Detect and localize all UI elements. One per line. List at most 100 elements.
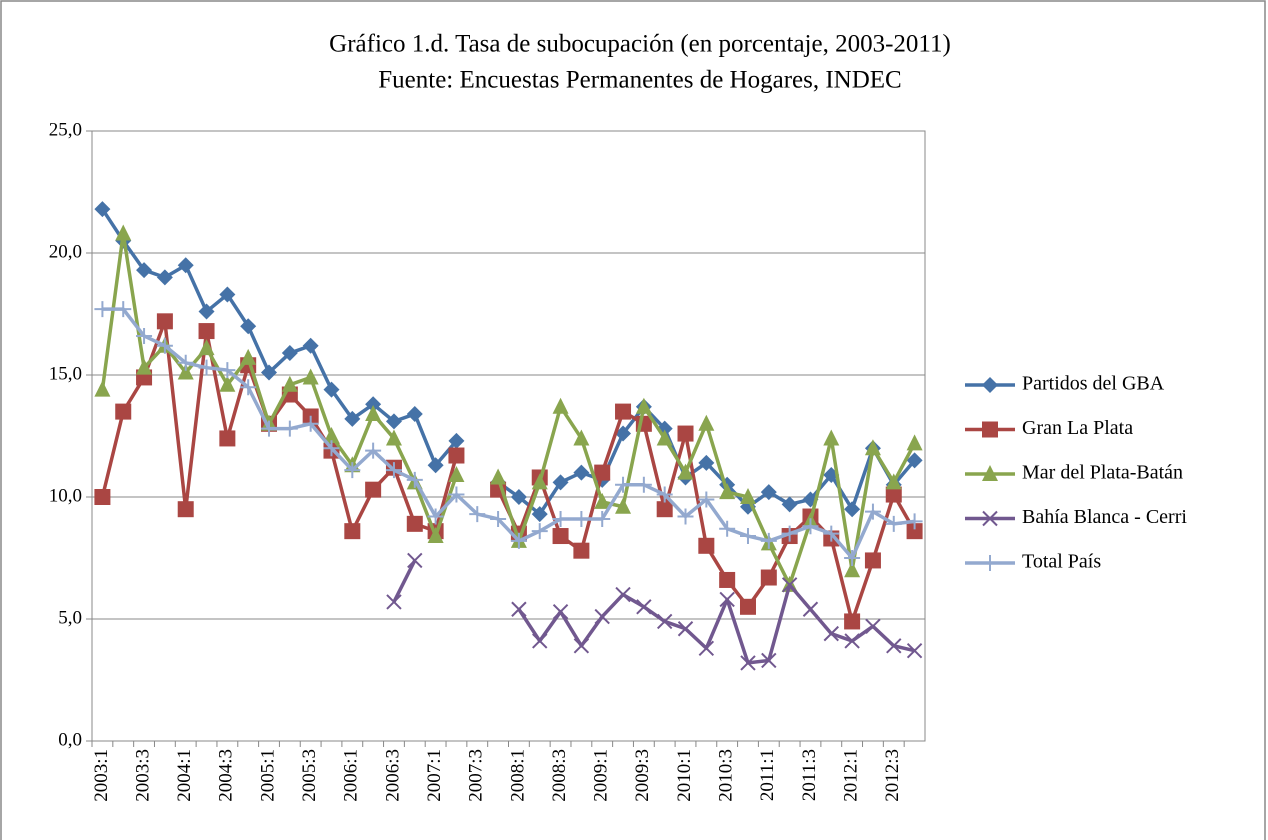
point: [427, 527, 444, 544]
point: [844, 501, 861, 518]
point: [281, 375, 298, 392]
point: [406, 515, 423, 532]
point: [344, 462, 361, 479]
point: [365, 396, 382, 413]
point: [240, 348, 257, 365]
point: [344, 410, 361, 427]
point: [448, 447, 465, 464]
point: [982, 465, 998, 481]
x-tick-label: 2010:3: [716, 749, 737, 802]
point: [94, 301, 111, 318]
point: [385, 429, 402, 446]
point: [698, 414, 715, 431]
y-tick-label: 15,0: [49, 363, 82, 384]
y-tick-label: 5,0: [58, 607, 82, 628]
point: [886, 638, 902, 654]
point: [982, 421, 998, 438]
point: [177, 257, 194, 274]
point: [198, 303, 215, 320]
x-tick-label: 2011:1: [757, 749, 778, 801]
point: [760, 532, 777, 549]
point: [510, 489, 527, 505]
point: [594, 510, 611, 527]
x-tick-label: 2008:3: [549, 749, 570, 802]
point: [823, 625, 839, 642]
y-tick-label: 10,0: [49, 485, 82, 506]
point: [844, 550, 861, 566]
x-tick-label: 2012:3: [882, 749, 903, 802]
point: [136, 262, 153, 279]
point: [323, 381, 340, 398]
point: [448, 466, 465, 483]
point: [406, 471, 423, 488]
point: [906, 513, 923, 530]
point: [906, 452, 923, 469]
plot-area: [91, 130, 926, 742]
point: [94, 201, 111, 218]
x-tick-label: 2009:1: [591, 749, 612, 802]
x-tick-label: 2009:3: [632, 749, 653, 802]
point: [594, 464, 611, 481]
x-tick-label: 2005:3: [299, 749, 320, 802]
point: [677, 463, 694, 480]
point: [982, 555, 998, 571]
y-tick-label: 25,0: [49, 119, 82, 140]
legend-label: Gran La Plata: [1022, 417, 1133, 439]
x-tick-label: 2006:3: [382, 749, 403, 802]
point: [219, 375, 236, 392]
point: [656, 429, 673, 446]
point: [385, 462, 402, 479]
point: [552, 510, 569, 527]
point: [115, 224, 132, 241]
point: [323, 440, 340, 457]
point: [760, 484, 777, 501]
point: [427, 508, 444, 525]
point: [406, 406, 423, 423]
point: [156, 313, 173, 330]
point: [844, 633, 860, 649]
point: [281, 345, 298, 362]
point: [885, 515, 902, 532]
point: [802, 518, 819, 535]
point: [219, 362, 236, 379]
point: [739, 488, 756, 504]
point: [698, 491, 715, 508]
point: [740, 655, 756, 671]
x-tick-label: 2008:1: [507, 749, 528, 802]
x-tick-label: 2003:3: [132, 749, 153, 802]
point: [240, 379, 257, 396]
point: [177, 354, 194, 371]
point: [552, 603, 569, 620]
point: [219, 430, 236, 447]
point: [177, 363, 194, 380]
point: [490, 510, 507, 527]
point: [323, 427, 340, 443]
point: [344, 523, 361, 540]
point: [719, 591, 735, 608]
point: [531, 523, 548, 540]
series-line: [102, 307, 915, 560]
point: [302, 337, 319, 354]
point: [823, 525, 840, 542]
point: [156, 269, 173, 286]
point: [719, 571, 736, 588]
point: [719, 520, 736, 537]
x-tick-label: 2011:3: [799, 749, 820, 801]
point: [844, 561, 861, 578]
point: [136, 327, 153, 344]
point: [636, 599, 652, 615]
point: [385, 413, 402, 430]
point: [490, 468, 507, 485]
point: [823, 429, 840, 446]
point: [844, 613, 861, 630]
point: [739, 598, 756, 615]
legend-label: Partidos del GBA: [1022, 373, 1165, 395]
series: [386, 552, 923, 671]
chart-title: Gráfico 1.d. Tasa de subocupación (en po…: [329, 31, 951, 58]
point: [365, 442, 382, 459]
point: [635, 397, 652, 414]
point: [531, 473, 548, 490]
legend-label: Mar del Plata-Batán: [1022, 462, 1183, 484]
point: [261, 364, 278, 381]
